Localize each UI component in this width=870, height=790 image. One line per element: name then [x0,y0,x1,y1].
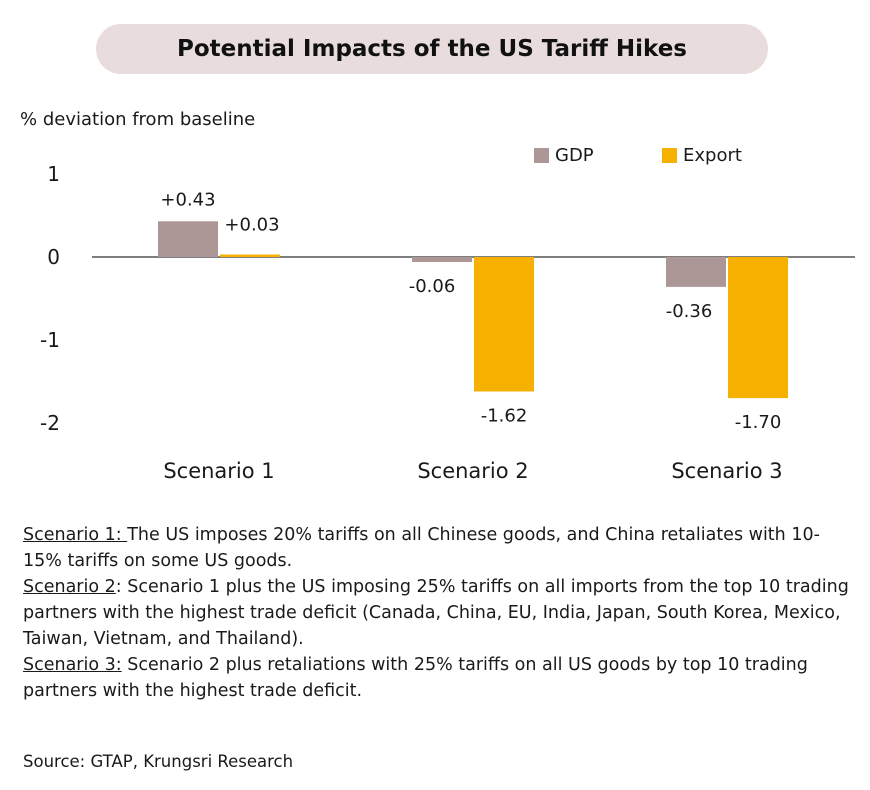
bar-gdp-1 [158,221,218,257]
scenario-notes: Scenario 1: The US imposes 20% tariffs o… [23,522,853,704]
note-scenario-2: Scenario 2: Scenario 1 plus the US impos… [23,574,853,652]
legend-swatch-gdp [534,148,549,163]
data-label-gdp-1: +0.43 [160,189,215,210]
note-label: Scenario 2 [23,577,116,597]
legend-swatch-export [662,148,677,163]
y-tick-label: -1 [40,328,60,352]
bar-export-1 [220,254,280,257]
note-label: Scenario 1: [23,525,128,545]
x-category-label: Scenario 3 [671,459,782,483]
bar-export-2 [474,257,534,392]
note-scenario-3: Scenario 3: Scenario 2 plus retaliations… [23,652,853,704]
chart-title: Potential Impacts of the US Tariff Hikes [177,36,687,62]
y-tick-label: 0 [47,245,60,269]
note-text: Scenario 2 plus retaliations with 25% ta… [23,655,808,701]
y-axis-label: % deviation from baseline [20,109,255,130]
legend-label-gdp: GDP [555,145,594,166]
y-tick-label: 1 [47,162,60,186]
note-text: The US imposes 20% tariffs on all Chines… [23,525,820,571]
bar-gdp-2 [412,257,472,262]
title-banner: Potential Impacts of the US Tariff Hikes [96,24,768,74]
data-label-gdp-3: -0.36 [666,301,713,322]
bar-export-3 [728,257,788,399]
source-note: Source: GTAP, Krungsri Research [23,752,294,771]
legend-label-export: Export [683,145,742,166]
y-tick-label: -2 [40,411,60,435]
bar-chart: % deviation from baseline 1 0 -1 -2 GDP Export… [20,109,855,483]
note-label: Scenario 3: [23,655,122,675]
note-text: : Scenario 1 plus the US imposing 25% ta… [23,577,849,649]
data-label-export-3: -1.70 [735,412,782,433]
x-category-label: Scenario 2 [417,459,528,483]
data-label-export-2: -1.62 [481,405,528,426]
data-label-gdp-2: -0.06 [409,276,456,297]
note-scenario-1: Scenario 1: The US imposes 20% tariffs o… [23,522,853,574]
x-category-label: Scenario 1 [163,459,274,483]
data-label-export-1: +0.03 [224,215,279,236]
bar-gdp-3 [666,257,726,287]
